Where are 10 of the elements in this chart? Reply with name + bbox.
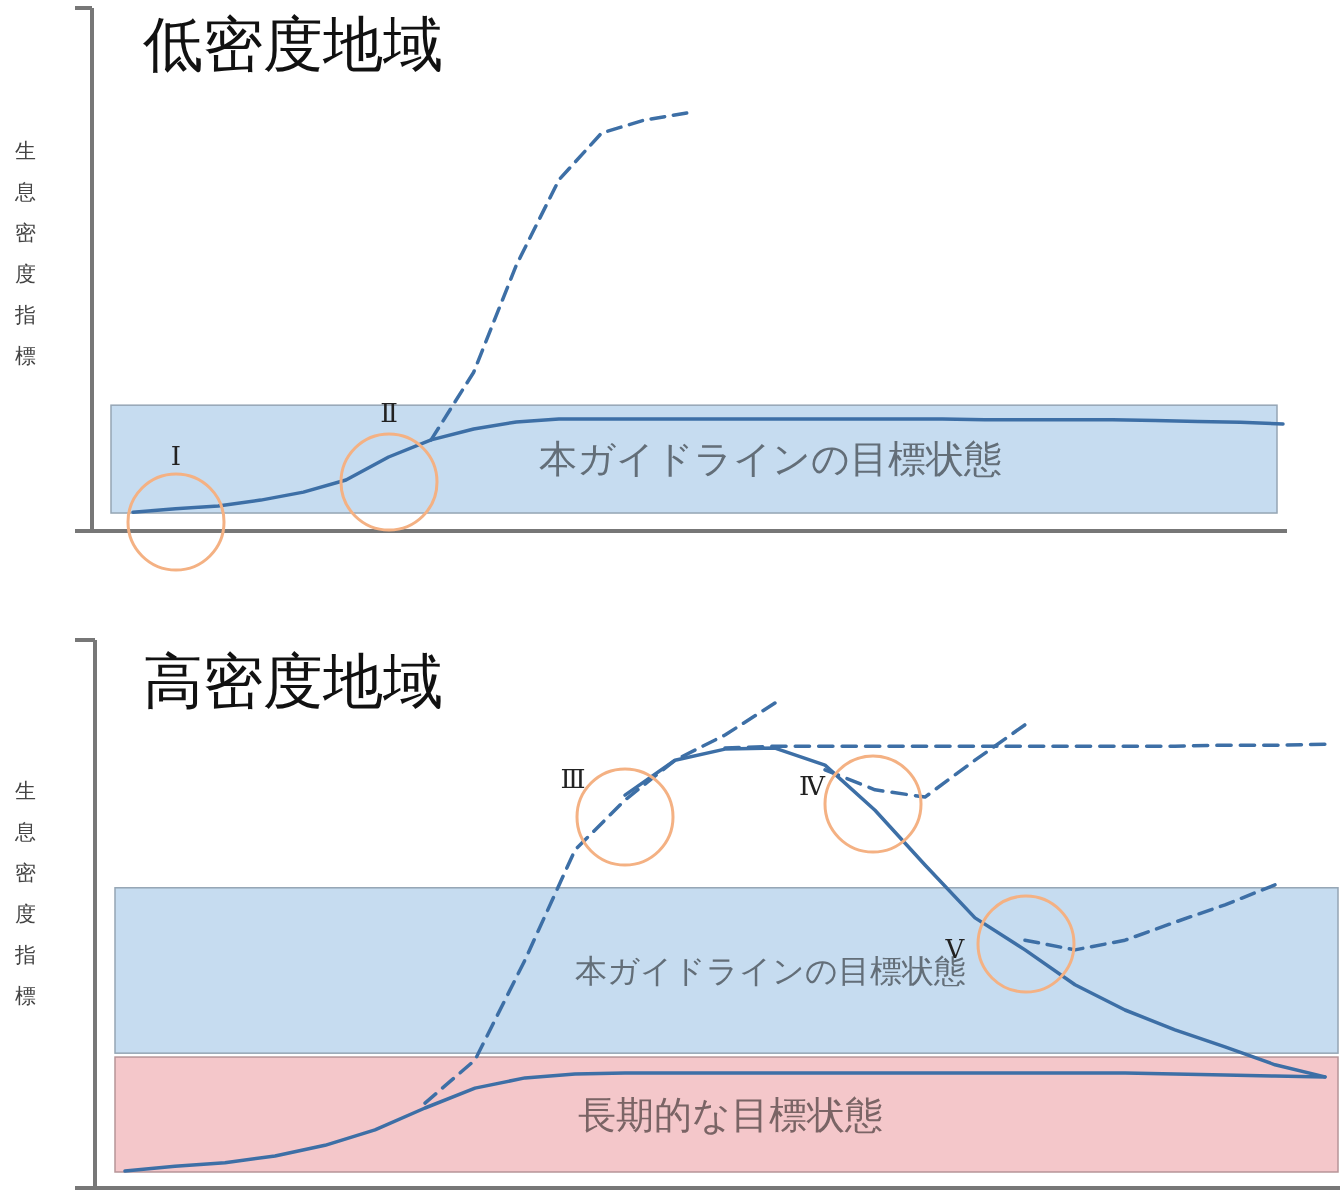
band-label: 本ガイドラインの目標状態 — [538, 437, 1002, 482]
chart-title: 高密度地域 — [143, 646, 443, 716]
y-axis-title: 生息密度指標 — [13, 139, 36, 368]
chart-title: 低密度地域 — [143, 9, 443, 79]
annotation: Ⅱ — [380, 398, 398, 428]
annotation: Ⅰ — [170, 441, 182, 471]
band-label: 長期的な目標状態 — [577, 1092, 883, 1137]
annotation: Ⅲ — [560, 764, 586, 794]
annotation: Ⅳ — [799, 771, 827, 801]
y-axis-title: 生息密度指標 — [13, 779, 36, 1008]
